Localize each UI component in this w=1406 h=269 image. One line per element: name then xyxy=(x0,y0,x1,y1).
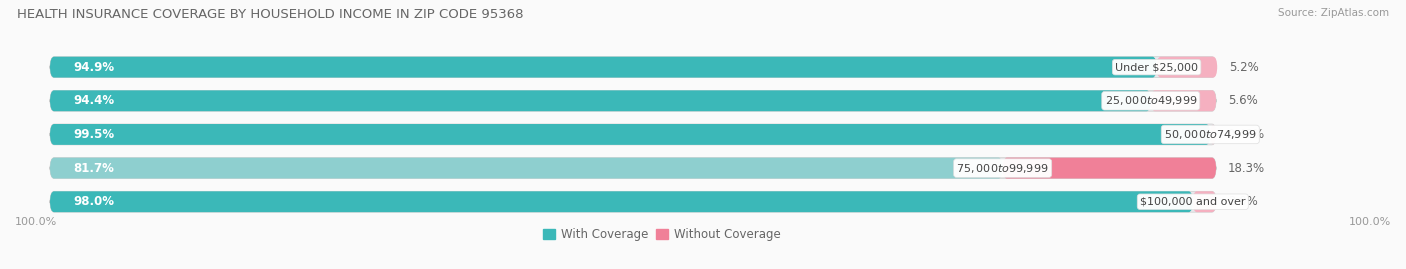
Text: Under $25,000: Under $25,000 xyxy=(1115,62,1198,72)
Text: 100.0%: 100.0% xyxy=(1348,217,1391,227)
Text: 98.0%: 98.0% xyxy=(73,195,114,208)
Text: $50,000 to $74,999: $50,000 to $74,999 xyxy=(1164,128,1257,141)
FancyBboxPatch shape xyxy=(51,90,1216,111)
FancyBboxPatch shape xyxy=(1192,191,1216,212)
FancyBboxPatch shape xyxy=(51,124,1211,145)
FancyBboxPatch shape xyxy=(1211,124,1216,145)
FancyBboxPatch shape xyxy=(51,124,1216,145)
FancyBboxPatch shape xyxy=(1157,57,1218,77)
FancyBboxPatch shape xyxy=(51,57,1216,77)
Text: $75,000 to $99,999: $75,000 to $99,999 xyxy=(956,162,1049,175)
Text: $100,000 and over: $100,000 and over xyxy=(1140,197,1246,207)
FancyBboxPatch shape xyxy=(1002,158,1216,179)
Text: 2.0%: 2.0% xyxy=(1227,195,1257,208)
FancyBboxPatch shape xyxy=(51,90,1150,111)
FancyBboxPatch shape xyxy=(51,57,1157,77)
FancyBboxPatch shape xyxy=(51,158,1002,179)
Text: 100.0%: 100.0% xyxy=(15,217,58,227)
FancyBboxPatch shape xyxy=(51,191,1216,212)
FancyBboxPatch shape xyxy=(1150,90,1216,111)
Text: $25,000 to $49,999: $25,000 to $49,999 xyxy=(1105,94,1197,107)
Text: 5.6%: 5.6% xyxy=(1227,94,1257,107)
Text: Source: ZipAtlas.com: Source: ZipAtlas.com xyxy=(1278,8,1389,18)
Text: 81.7%: 81.7% xyxy=(73,162,114,175)
Text: 99.5%: 99.5% xyxy=(73,128,114,141)
Text: 18.3%: 18.3% xyxy=(1227,162,1265,175)
Text: 94.4%: 94.4% xyxy=(73,94,114,107)
FancyBboxPatch shape xyxy=(51,158,1216,179)
Text: HEALTH INSURANCE COVERAGE BY HOUSEHOLD INCOME IN ZIP CODE 95368: HEALTH INSURANCE COVERAGE BY HOUSEHOLD I… xyxy=(17,8,523,21)
Text: 0.48%: 0.48% xyxy=(1227,128,1264,141)
Legend: With Coverage, Without Coverage: With Coverage, Without Coverage xyxy=(540,226,783,243)
FancyBboxPatch shape xyxy=(51,191,1192,212)
Text: 5.2%: 5.2% xyxy=(1229,61,1258,74)
Text: 94.9%: 94.9% xyxy=(73,61,114,74)
